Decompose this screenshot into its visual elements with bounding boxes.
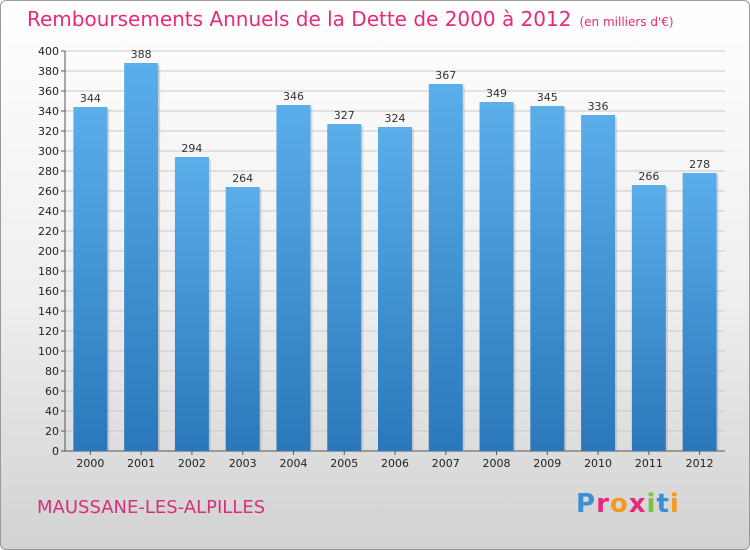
y-tick-label: 360 xyxy=(38,85,59,98)
data-label: 344 xyxy=(80,92,101,105)
y-tick-label: 140 xyxy=(38,305,59,318)
x-tick-label: 2000 xyxy=(76,457,104,470)
y-tick-label: 260 xyxy=(38,185,59,198)
y-tick-label: 320 xyxy=(38,125,59,138)
y-tick-label: 180 xyxy=(38,265,59,278)
y-tick-label: 300 xyxy=(38,145,59,158)
x-tick-label: 2006 xyxy=(381,457,409,470)
y-tick-label: 20 xyxy=(45,425,59,438)
logo-letter: o xyxy=(609,489,629,519)
city-name: MAUSSANE-LES-ALPILLES xyxy=(37,497,266,518)
y-tick-label: 160 xyxy=(38,285,59,298)
x-tick-label: 2004 xyxy=(279,457,307,470)
logo-letter: t xyxy=(656,489,670,519)
y-tick-label: 200 xyxy=(38,245,59,258)
logo-letter: x xyxy=(628,489,647,519)
bar xyxy=(174,157,209,451)
x-tick-label: 2009 xyxy=(533,457,561,470)
x-tick-label: 2012 xyxy=(686,457,714,470)
chart-title-text: Remboursements Annuels de la Dette de 20… xyxy=(27,7,572,31)
bars xyxy=(73,63,719,451)
y-tick-label: 400 xyxy=(38,45,59,58)
data-label: 294 xyxy=(181,142,202,155)
bar xyxy=(225,187,260,451)
bar xyxy=(327,124,362,451)
y-tick-label: 80 xyxy=(45,365,59,378)
data-label: 327 xyxy=(334,109,355,122)
logo-letter: i xyxy=(669,489,680,519)
y-tick-label: 380 xyxy=(38,65,59,78)
x-tick-label: 2005 xyxy=(330,457,358,470)
data-label: 346 xyxy=(283,90,304,103)
bar xyxy=(378,127,412,451)
bar xyxy=(73,107,108,451)
data-label: 278 xyxy=(689,158,710,171)
bar xyxy=(479,102,514,451)
bar xyxy=(530,106,565,451)
data-label: 336 xyxy=(588,100,609,113)
y-tick-label: 340 xyxy=(38,105,59,118)
data-label: 264 xyxy=(232,172,253,185)
data-label: 349 xyxy=(486,87,507,100)
data-label: 388 xyxy=(131,48,152,61)
data-label: 345 xyxy=(537,91,558,104)
y-tick-label: 240 xyxy=(38,205,59,218)
y-tick-label: 120 xyxy=(38,325,59,338)
x-tick-label: 2008 xyxy=(483,457,511,470)
data-label: 266 xyxy=(638,170,659,183)
proxiti-logo[interactable]: Proxiti xyxy=(576,489,680,519)
y-tick-label: 220 xyxy=(38,225,59,238)
x-tick-label: 2007 xyxy=(432,457,460,470)
logo-letter: r xyxy=(596,489,610,519)
y-tick-label: 100 xyxy=(38,345,59,358)
bar xyxy=(682,173,717,451)
chart-title: Remboursements Annuels de la Dette de 20… xyxy=(27,7,674,31)
bar xyxy=(276,105,311,451)
bar xyxy=(631,185,666,451)
bar xyxy=(124,63,159,451)
data-label: 324 xyxy=(385,112,406,125)
y-tick-label: 40 xyxy=(45,405,59,418)
logo-letter: P xyxy=(576,489,597,519)
x-tick-label: 2010 xyxy=(584,457,612,470)
logo-letter: i xyxy=(646,489,657,519)
labels: 344 388 294 264 346 327 324 367 349 345 336 266 278 xyxy=(80,48,710,185)
y-tick-label: 280 xyxy=(38,165,59,178)
bar xyxy=(428,84,463,451)
x-tick-label: 2001 xyxy=(127,457,155,470)
y-tick-label: 0 xyxy=(52,445,59,458)
x-tick-label: 2011 xyxy=(635,457,663,470)
x-tick-label: 2002 xyxy=(178,457,206,470)
x-tick-label: 2003 xyxy=(229,457,257,470)
data-label: 367 xyxy=(435,69,456,82)
chart-subtitle: (en milliers d'€) xyxy=(579,15,674,29)
bar xyxy=(581,115,616,451)
y-tick-label: 60 xyxy=(45,385,59,398)
